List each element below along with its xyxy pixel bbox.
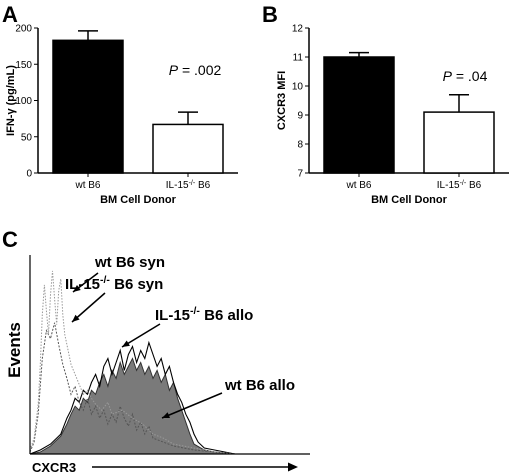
arrow-il15-allo bbox=[121, 323, 161, 348]
panel-a-ytick-label: 0 bbox=[26, 169, 32, 180]
panel-a-xtick-label-sup: -/- bbox=[189, 180, 196, 187]
panel-a-bar bbox=[52, 39, 124, 174]
legend-label-il15-syn-tail: B6 syn bbox=[110, 276, 163, 293]
panel-a-xtick-label-main: wt B6 bbox=[74, 180, 100, 191]
panel-b-xtick-label-main: IL-15 bbox=[437, 180, 460, 191]
panel-b-ytick-label: 8 bbox=[297, 140, 303, 151]
panel-b-bar bbox=[423, 111, 495, 174]
legend-label-il15-allo-tail: B6 allo bbox=[200, 307, 253, 324]
panel-b-x-label: BM Cell Donor bbox=[371, 194, 447, 206]
panel-b-xtick-label-main: wt B6 bbox=[345, 180, 371, 191]
panel-b-xtick-label: IL-15-/- B6 bbox=[437, 180, 482, 192]
panel-letter-c: C bbox=[2, 227, 18, 252]
legend-label-il15-allo: IL-15-/- B6 allo bbox=[155, 305, 253, 324]
arrow-il15-syn-head bbox=[72, 314, 80, 322]
panel-a-ytick-label: 50 bbox=[21, 132, 33, 143]
panel-c-x-arrow-head bbox=[288, 462, 298, 472]
panel-c-x-label: CXCR3 bbox=[32, 460, 76, 475]
panel-b-p-rest: = .04 bbox=[452, 68, 488, 84]
panel-letter-b: B bbox=[262, 2, 278, 27]
panel-a-p-rest: = .002 bbox=[178, 62, 221, 78]
panel-b-ytick-label: 7 bbox=[297, 169, 303, 180]
panel-a-p-italic: P bbox=[169, 62, 179, 78]
legend-label-wt-syn: wt B6 syn bbox=[94, 254, 165, 271]
arrow-wt-syn-head bbox=[73, 285, 81, 292]
panel-b-bar bbox=[323, 56, 395, 174]
panel-a-bar bbox=[152, 123, 224, 174]
arrow-il15-allo-head bbox=[122, 340, 130, 347]
panel-a-ytick-label: 200 bbox=[15, 24, 32, 35]
panel-b-xtick-label-tail: B6 bbox=[466, 180, 481, 191]
panel-a-chart: 0 50 100 150 200 wt B6 IL-15-/- B6 BM Cell Dono… bbox=[5, 24, 238, 206]
histogram-series-0 bbox=[29, 270, 236, 455]
arrow-wt-allo-head bbox=[162, 412, 170, 419]
panel-b-ytick-label: 11 bbox=[293, 53, 304, 64]
panel-a-xtick-label-tail: B6 bbox=[195, 180, 210, 191]
panel-a-p-value: P = .002 bbox=[169, 62, 222, 78]
panel-letter-a: A bbox=[2, 2, 18, 27]
panel-b-xtick-label: wt B6 bbox=[345, 180, 371, 191]
histogram-series-1 bbox=[29, 322, 236, 455]
panel-a-ytick-label: 150 bbox=[15, 60, 32, 71]
histogram-series-3 bbox=[29, 357, 236, 455]
panel-b-ytick-label: 9 bbox=[297, 111, 303, 122]
panel-b-ytick-label: 10 bbox=[292, 82, 304, 93]
legend-label-il15-allo-main: IL-15 bbox=[155, 307, 190, 324]
panel-a-x-label: BM Cell Donor bbox=[100, 194, 176, 206]
histogram-series-2 bbox=[29, 340, 236, 455]
panel-a-xtick-label: IL-15-/- B6 bbox=[166, 180, 211, 192]
panel-a-y-label: IFN-γ (pg/mL) bbox=[5, 65, 17, 136]
legend-label-wt-allo: wt B6 allo bbox=[224, 377, 295, 394]
panel-b-p-value: P = .04 bbox=[443, 68, 488, 84]
panel-a-xtick-label: wt B6 bbox=[74, 180, 100, 191]
panel-b-xtick-label-sup: -/- bbox=[460, 180, 467, 187]
legend-label-il15-syn-sup: -/- bbox=[100, 274, 110, 286]
legend-label-il15-allo-sup: -/- bbox=[190, 305, 200, 317]
panel-a-xtick-label-main: IL-15 bbox=[166, 180, 189, 191]
panel-b-chart: 7 8 9 10 11 12 wt B6 IL-15-/- B6 BM Cell Donor CX… bbox=[276, 24, 509, 206]
panel-b-y-label: CXCR3 MFI bbox=[276, 71, 288, 130]
panel-c-y-label: Events bbox=[5, 322, 24, 378]
panel-b-p-italic: P bbox=[443, 68, 453, 84]
panel-b-ytick-label: 12 bbox=[292, 24, 304, 35]
arrow-wt-allo bbox=[161, 392, 223, 419]
panel-a-ytick-label: 100 bbox=[15, 96, 32, 107]
